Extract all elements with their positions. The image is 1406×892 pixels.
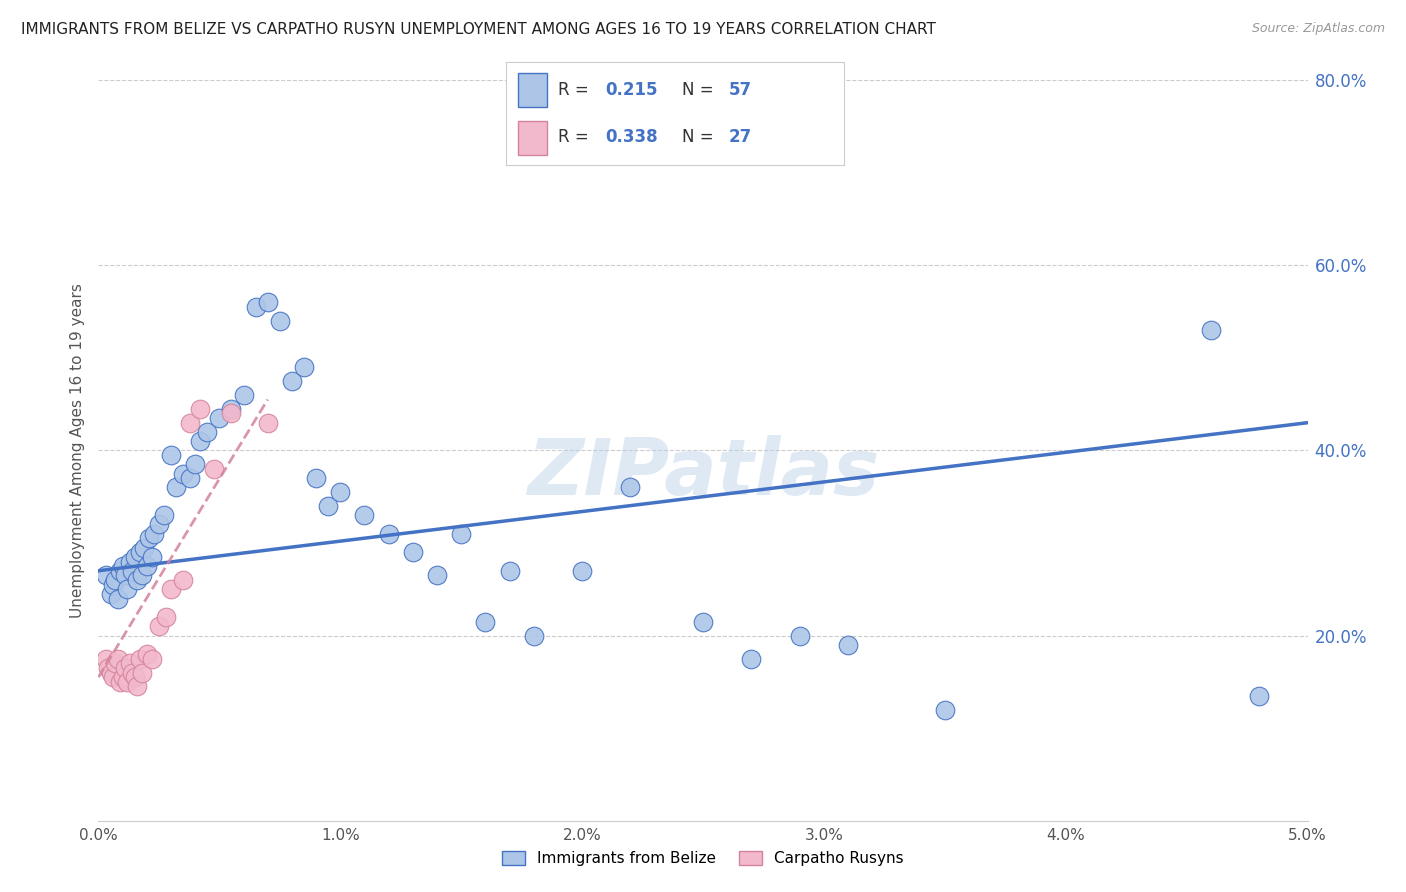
Point	[111, 670, 134, 684]
Point	[107, 651, 129, 665]
Point	[523, 628, 546, 642]
Point	[141, 549, 163, 564]
Point	[208, 411, 231, 425]
Point	[148, 619, 170, 633]
Point	[94, 568, 117, 582]
Point	[221, 407, 243, 421]
Point	[305, 471, 328, 485]
Point	[281, 374, 304, 388]
Point	[155, 610, 177, 624]
Point	[329, 485, 352, 500]
Point	[245, 300, 267, 314]
Text: N =: N =	[682, 80, 718, 99]
Point	[127, 680, 149, 694]
Point	[124, 549, 146, 564]
Text: N =: N =	[682, 128, 718, 146]
Point	[450, 526, 472, 541]
Point	[118, 657, 141, 671]
Point	[353, 508, 375, 523]
Point	[195, 425, 218, 439]
Point	[269, 314, 291, 328]
Point	[124, 670, 146, 684]
Point	[179, 416, 201, 430]
Point	[160, 448, 183, 462]
Point	[934, 703, 956, 717]
Point	[108, 564, 131, 578]
Point	[619, 481, 641, 495]
Point	[108, 674, 131, 689]
Point	[135, 647, 157, 661]
Point	[121, 564, 143, 578]
Point	[571, 564, 593, 578]
Point	[740, 651, 762, 665]
Point	[148, 517, 170, 532]
Point	[143, 526, 166, 541]
Point	[131, 568, 153, 582]
Point	[100, 665, 122, 680]
Point	[426, 568, 449, 582]
Text: R =: R =	[558, 128, 595, 146]
Point	[256, 416, 278, 430]
Point	[172, 573, 194, 587]
Text: ZIPatlas: ZIPatlas	[527, 434, 879, 511]
Point	[1199, 323, 1222, 337]
Text: IMMIGRANTS FROM BELIZE VS CARPATHO RUSYN UNEMPLOYMENT AMONG AGES 16 TO 19 YEARS : IMMIGRANTS FROM BELIZE VS CARPATHO RUSYN…	[21, 22, 936, 37]
Point	[104, 573, 127, 587]
Point	[141, 651, 163, 665]
Point	[160, 582, 183, 597]
Point	[101, 670, 124, 684]
Point	[184, 458, 207, 472]
Point	[104, 657, 127, 671]
FancyBboxPatch shape	[517, 121, 547, 155]
Point	[94, 651, 117, 665]
Point	[138, 532, 160, 546]
Text: 0.338: 0.338	[606, 128, 658, 146]
Point	[97, 661, 120, 675]
Point	[121, 665, 143, 680]
Point	[107, 591, 129, 606]
Y-axis label: Unemployment Among Ages 16 to 19 years: Unemployment Among Ages 16 to 19 years	[69, 283, 84, 618]
Point	[128, 651, 150, 665]
Point	[172, 467, 194, 481]
Text: 0.215: 0.215	[606, 80, 658, 99]
Point	[316, 499, 339, 513]
Point	[1249, 689, 1271, 703]
Text: Source: ZipAtlas.com: Source: ZipAtlas.com	[1251, 22, 1385, 36]
Point	[204, 462, 226, 476]
Point	[114, 568, 136, 582]
Point	[118, 554, 141, 569]
Point	[221, 401, 243, 416]
Point	[127, 573, 149, 587]
Point	[179, 471, 201, 485]
Text: 57: 57	[728, 80, 752, 99]
Point	[498, 564, 520, 578]
FancyBboxPatch shape	[517, 73, 547, 106]
Point	[100, 587, 122, 601]
Point	[134, 541, 156, 555]
Point	[188, 434, 211, 449]
Text: R =: R =	[558, 80, 595, 99]
Legend: Immigrants from Belize, Carpatho Rusyns: Immigrants from Belize, Carpatho Rusyns	[496, 845, 910, 872]
Point	[377, 526, 399, 541]
Point	[117, 582, 139, 597]
Point	[114, 661, 136, 675]
Point	[837, 638, 859, 652]
Point	[111, 559, 134, 574]
Point	[128, 545, 150, 559]
Point	[117, 674, 139, 689]
Point	[692, 615, 714, 629]
Point	[131, 665, 153, 680]
Point	[188, 401, 211, 416]
Point	[256, 295, 278, 310]
Point	[292, 360, 315, 375]
Point	[789, 628, 811, 642]
Point	[101, 577, 124, 591]
Point	[474, 615, 496, 629]
Point	[135, 559, 157, 574]
Point	[165, 481, 187, 495]
Point	[232, 388, 254, 402]
Point	[402, 545, 425, 559]
Point	[152, 508, 174, 523]
Text: 27: 27	[728, 128, 752, 146]
